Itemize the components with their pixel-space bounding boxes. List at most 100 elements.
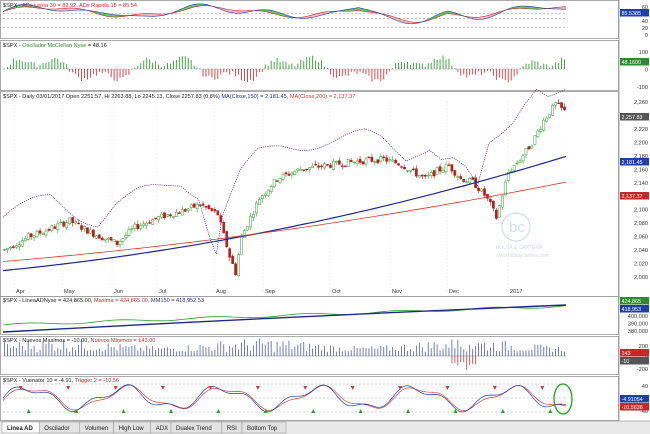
- adx-label: $SPX - ADx Lenta 30 = 82.92, ADx Rapida …: [3, 3, 137, 9]
- candle: [391, 159, 395, 162]
- candle: [518, 160, 522, 163]
- candle: [323, 163, 326, 169]
- candle: [527, 146, 531, 150]
- tab-bottom-top[interactable]: [241, 421, 287, 434]
- y-tick-label: 2,180: [634, 154, 648, 160]
- candle: [308, 167, 312, 170]
- tab-label: Oscilador: [44, 426, 69, 432]
- candle: [65, 222, 69, 228]
- buy-arrow-icon: [216, 409, 221, 413]
- candle: [74, 221, 77, 224]
- candle: [12, 246, 15, 249]
- adx-fill: [151, 13, 155, 17]
- candle: [329, 164, 332, 168]
- candle: [266, 189, 270, 197]
- adx-fill: [148, 13, 152, 17]
- adx-fill: [240, 10, 244, 14]
- candle: [468, 177, 472, 184]
- candle: [456, 176, 460, 178]
- adx-fill: [524, 6, 528, 9]
- candle: [237, 254, 240, 276]
- candle: [554, 102, 557, 106]
- candle: [103, 238, 107, 241]
- adx-fill: [533, 6, 537, 10]
- candle: [157, 216, 160, 221]
- candle: [154, 217, 157, 220]
- candle: [38, 230, 42, 234]
- candle: [388, 159, 392, 161]
- y-tick-label: 0: [645, 33, 648, 39]
- candle: [483, 188, 486, 196]
- candle: [302, 169, 306, 171]
- value-badge: [620, 58, 649, 66]
- sell-arrow-icon: [113, 386, 118, 390]
- candle: [139, 225, 143, 229]
- adx-fill: [154, 13, 158, 17]
- candle: [379, 156, 383, 162]
- y-tick-label: 2,100: [634, 208, 648, 214]
- watermark-logo-letters: bc: [509, 219, 525, 236]
- buy-arrow-icon: [169, 409, 174, 413]
- ad-overlay-line: [2, 88, 567, 256]
- candle: [234, 263, 237, 276]
- y-tick-label: 60: [642, 5, 648, 11]
- adx-fill: [62, 8, 66, 12]
- candle: [9, 246, 12, 249]
- value-badge-text: 418,953: [622, 307, 642, 313]
- tab-label: Volumen: [85, 426, 108, 432]
- candle: [480, 188, 483, 192]
- candle: [198, 204, 202, 207]
- candle: [50, 225, 54, 231]
- y-tick-label: 2,140: [634, 181, 648, 187]
- candle: [296, 168, 300, 171]
- candle: [346, 159, 350, 168]
- candle: [243, 230, 246, 239]
- candle: [495, 209, 498, 219]
- candle: [148, 222, 152, 224]
- candle: [506, 171, 510, 181]
- candle: [420, 174, 424, 177]
- candle: [332, 161, 335, 170]
- candle: [355, 160, 359, 165]
- candle: [133, 223, 137, 229]
- sell-arrow-icon: [161, 386, 166, 390]
- candle: [109, 237, 113, 241]
- y-tick-label: -100: [637, 85, 648, 91]
- candle: [44, 230, 48, 236]
- tab-label: RSI: [227, 426, 237, 432]
- candle: [172, 216, 175, 218]
- adx-fill: [563, 6, 566, 10]
- value-badge-text: -4.91054: [622, 397, 643, 403]
- candle: [160, 213, 163, 218]
- candle: [406, 170, 409, 172]
- y-tick-label: 2,040: [634, 248, 648, 254]
- value-badge-text: 48.1600: [622, 60, 642, 66]
- candle: [210, 208, 214, 211]
- candle: [403, 166, 406, 170]
- candle: [14, 245, 18, 248]
- candle: [409, 169, 412, 172]
- candle: [415, 168, 418, 177]
- ad-line-panel: [2, 304, 567, 333]
- adx-fill: [352, 8, 356, 11]
- vuenator-panel: [2, 383, 567, 413]
- candle: [412, 168, 415, 170]
- y-tick-label: -200: [637, 367, 648, 373]
- candle: [216, 210, 220, 216]
- candle: [29, 233, 33, 238]
- candle: [121, 238, 125, 242]
- y-axes: 6050402001000-1002,2602,2402,2202,2002,1…: [620, 5, 649, 415]
- candle: [376, 159, 380, 164]
- x-tick-label: Oct: [332, 289, 341, 295]
- tab-label: ADX: [156, 426, 168, 432]
- candle: [180, 209, 184, 216]
- adx-fill: [234, 10, 238, 14]
- buy-arrow-icon: [74, 409, 79, 413]
- candle: [92, 229, 95, 237]
- value-badge-text: 143: [622, 351, 631, 357]
- x-axis-months: Apr May Jun Jul Aug Sep Oct Nov Dec 2017: [13, 101, 522, 295]
- candle: [299, 169, 303, 171]
- adx-fill: [59, 8, 63, 12]
- candle: [492, 200, 495, 209]
- candle: [23, 237, 27, 242]
